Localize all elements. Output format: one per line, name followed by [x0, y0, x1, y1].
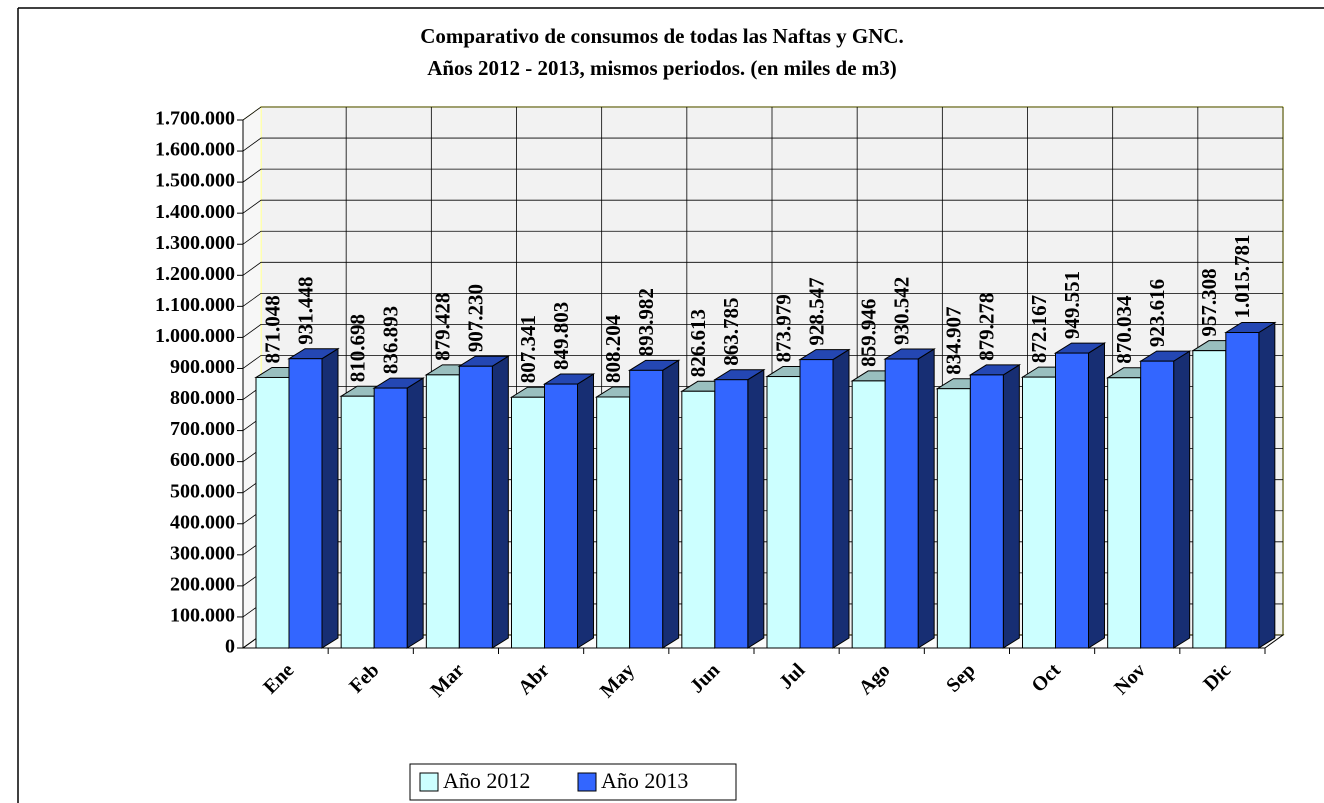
bar: [458, 365, 493, 649]
value-label: 871.048: [260, 295, 284, 363]
bar: [1225, 332, 1260, 649]
y-tick-label: 0: [225, 636, 235, 658]
value-label: 836.893: [378, 306, 402, 374]
bar-side: [832, 348, 850, 649]
value-label: 879.428: [431, 293, 455, 361]
y-tick-label: 1.000.000: [155, 325, 235, 347]
bar-side: [406, 377, 424, 649]
bar: [629, 369, 664, 649]
y-tick-label: 1.600.000: [155, 139, 235, 161]
bar: [544, 383, 578, 649]
value-label: 893.982: [634, 288, 658, 356]
bar: [969, 374, 1004, 649]
bar: [799, 359, 834, 649]
y-tick-label: 700.000: [170, 418, 235, 440]
bar-side: [1258, 321, 1276, 649]
value-label: 957.308: [1197, 268, 1221, 336]
bar-side: [917, 348, 935, 649]
bar: [288, 358, 323, 649]
y-tick-label: 900.000: [170, 356, 235, 378]
x-tick-label: Abr: [514, 659, 554, 699]
bar: [884, 358, 919, 649]
y-tick-label: 1.500.000: [155, 170, 235, 192]
x-tick-label: Dic: [1199, 659, 1235, 695]
value-label: 931.448: [293, 276, 317, 344]
bar: [851, 380, 886, 649]
bar: [766, 376, 801, 649]
x-tick-label: Ene: [259, 659, 298, 698]
y-tick-label: 1.100.000: [155, 294, 235, 316]
y-tick-label: 600.000: [170, 449, 235, 471]
bar: [681, 390, 716, 649]
x-tick-label: Jun: [686, 659, 724, 697]
value-label: 872.167: [1027, 295, 1051, 363]
y-tick-label: 1.200.000: [155, 263, 235, 285]
bar: [1107, 377, 1142, 649]
x-tick-label: Jul: [775, 659, 810, 694]
y-tick-label: 400.000: [170, 511, 235, 533]
x-tick-label: Feb: [345, 659, 383, 697]
legend-swatch: [419, 772, 439, 792]
value-label: 949.551: [1060, 271, 1084, 339]
legend-label: Año 2013: [601, 768, 688, 793]
chart-subtitle: Años 2012 - 2013, mismos periodos. (en m…: [427, 56, 897, 80]
y-tick-label: 500.000: [170, 480, 235, 502]
x-tick-label: Ago: [855, 659, 895, 699]
bar: [340, 395, 375, 649]
y-tick-label: 1.400.000: [155, 201, 235, 223]
bar-side: [662, 359, 680, 649]
value-label: 808.204: [601, 314, 625, 383]
bar: [255, 376, 290, 649]
bar: [596, 396, 631, 649]
bar: [511, 396, 545, 649]
value-label: 1.015.781: [1230, 235, 1254, 319]
x-tick-label: Oct: [1027, 659, 1065, 697]
bar: [425, 374, 460, 649]
y-tick-label: 1.300.000: [155, 232, 235, 254]
bar-side: [577, 373, 594, 649]
x-tick-label: Mar: [426, 659, 468, 701]
y-tick-label: 100.000: [170, 605, 235, 627]
x-tick-label: May: [596, 659, 639, 702]
chart-title: Comparativo de consumos de todas las Naf…: [420, 24, 904, 48]
value-label: 928.547: [804, 277, 828, 345]
value-label: 879.278: [975, 293, 999, 361]
bar: [1055, 352, 1089, 649]
value-label: 834.907: [942, 306, 966, 374]
bar-side: [491, 355, 509, 649]
bar-side: [1173, 350, 1191, 649]
legend-swatch: [577, 772, 597, 792]
legend-box: [409, 763, 737, 801]
bar: [1022, 376, 1056, 649]
bar-side: [321, 347, 339, 649]
bar-side: [1002, 364, 1020, 649]
x-tick-label: Nov: [1110, 659, 1150, 699]
value-label: 923.616: [1145, 279, 1169, 347]
y-tick-label: 800.000: [170, 387, 235, 409]
value-label: 807.341: [516, 315, 540, 383]
bar: [1140, 360, 1175, 649]
value-label: 859.946: [856, 299, 880, 367]
value-label: 930.542: [889, 277, 913, 345]
value-label: 863.785: [719, 297, 743, 365]
bar: [1192, 350, 1227, 649]
bar-side: [1088, 342, 1105, 649]
value-label: 870.034: [1112, 295, 1136, 364]
bar: [714, 379, 749, 649]
x-tick-label: Sep: [942, 659, 980, 697]
value-label: 849.803: [549, 302, 573, 370]
bar: [936, 388, 971, 649]
y-tick-label: 1.700.000: [155, 108, 235, 130]
y-tick-label: 200.000: [170, 573, 235, 595]
y-tick-label: 300.000: [170, 542, 235, 564]
value-label: 810.698: [345, 314, 369, 382]
value-label: 873.979: [771, 294, 795, 362]
bar: [373, 387, 408, 649]
legend-label: Año 2012: [443, 768, 530, 793]
value-label: 826.613: [686, 309, 710, 377]
value-label: 907.230: [464, 284, 488, 352]
bar-side: [747, 368, 765, 649]
